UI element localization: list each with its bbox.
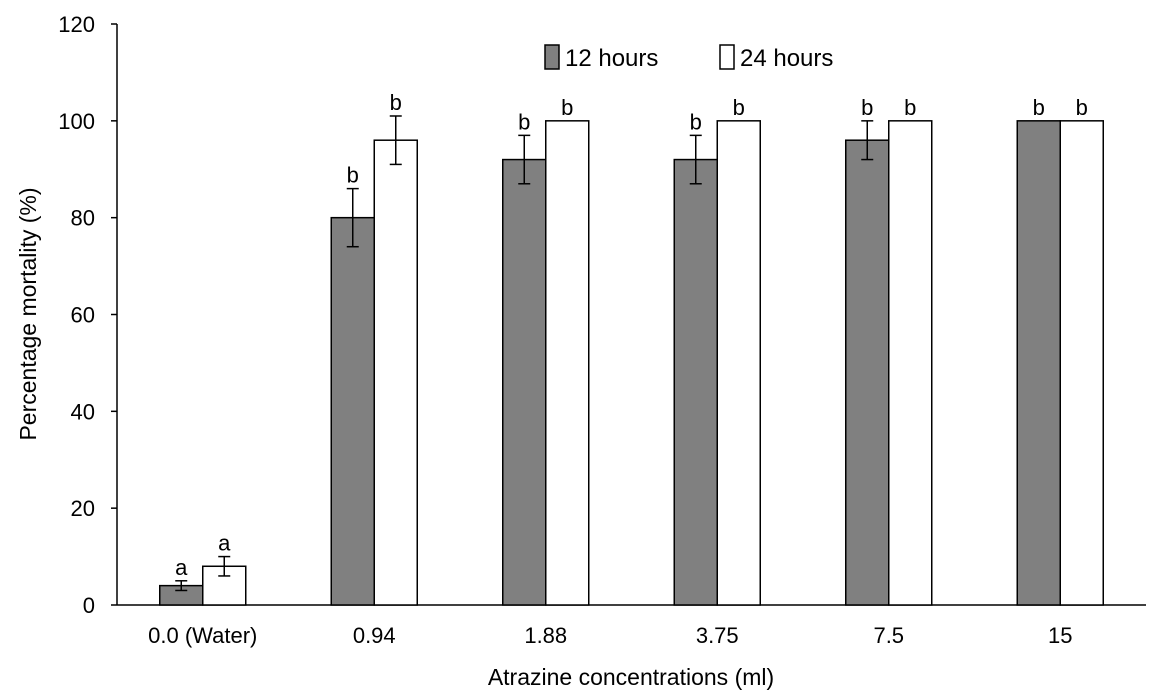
significance-label: b [561, 95, 573, 120]
significance-label: b [904, 95, 916, 120]
x-tick-label: 7.5 [873, 623, 904, 648]
significance-label: b [1033, 95, 1045, 120]
bar-12h [845, 139, 890, 606]
significance-label: b [518, 109, 530, 134]
x-tick-label: 0.94 [353, 623, 396, 648]
bar-24h [716, 120, 761, 606]
x-tick-label: 15 [1048, 623, 1072, 648]
significance-label: b [390, 90, 402, 115]
x-tick-label: 1.88 [524, 623, 567, 648]
y-tick-label: 100 [58, 109, 95, 134]
y-tick-label: 0 [83, 593, 95, 618]
y-tick-label: 80 [71, 206, 95, 231]
x-axis: 0.0 (Water) 0.94 1.88 3.75 7.5 15 [117, 604, 1146, 648]
significance-labels: a a b b b b b b b b b b [175, 90, 1088, 580]
legend: 12 hours 24 hours [544, 44, 833, 72]
x-tick-label: 3.75 [696, 623, 739, 648]
significance-label: a [175, 555, 188, 580]
bar-24h [373, 139, 418, 606]
x-axis-title: Atrazine concentrations (ml) [488, 664, 774, 690]
significance-label: b [861, 95, 873, 120]
bar-24h [1059, 120, 1104, 606]
significance-label: b [347, 163, 359, 188]
bar-12h [1016, 120, 1061, 606]
legend-swatch-24-hours [719, 44, 735, 70]
significance-label: b [733, 95, 745, 120]
x-tick-label: 0.0 (Water) [148, 623, 257, 648]
bars [159, 120, 1104, 606]
y-tick-label: 20 [71, 496, 95, 521]
legend-label-12-hours: 12 hours [565, 45, 658, 72]
y-tick-label: 40 [71, 399, 95, 424]
bar-12h [673, 158, 718, 606]
y-axis-title: Percentage mortality (%) [15, 187, 41, 440]
significance-label: b [1076, 95, 1088, 120]
bar-12h [502, 158, 547, 606]
bar-12h [330, 216, 375, 606]
y-tick-label: 60 [71, 303, 95, 328]
y-tick-label: 120 [58, 12, 95, 37]
legend-swatch-12-hours [544, 44, 560, 70]
y-axis: 0 20 40 60 80 100 120 [58, 12, 118, 618]
significance-label: b [690, 109, 702, 134]
significance-label: a [218, 531, 231, 556]
error-bars [175, 115, 874, 592]
bar-24h [545, 120, 590, 606]
bar-24h [888, 120, 933, 606]
legend-label-24-hours: 24 hours [740, 45, 833, 72]
